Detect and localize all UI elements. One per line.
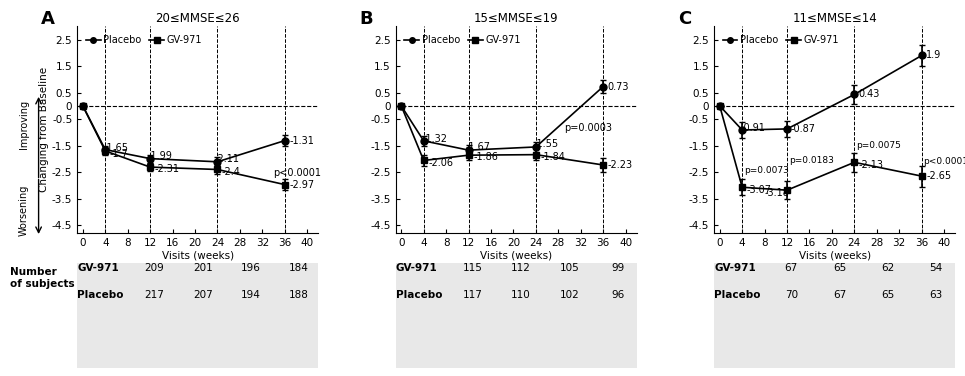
Text: Worsening: Worsening <box>19 185 29 236</box>
Text: 112: 112 <box>511 263 531 273</box>
Text: -2.13: -2.13 <box>859 160 884 170</box>
Title: 20≤MMSE≤26: 20≤MMSE≤26 <box>155 12 240 25</box>
Text: 96: 96 <box>611 290 624 300</box>
Text: A: A <box>41 10 55 28</box>
Legend: Placebo, GV-971: Placebo, GV-971 <box>82 31 207 49</box>
Title: 15≤MMSE≤19: 15≤MMSE≤19 <box>474 12 559 25</box>
Text: 194: 194 <box>241 290 261 300</box>
Text: -1.84: -1.84 <box>540 152 565 162</box>
Text: -2.23: -2.23 <box>608 160 633 170</box>
X-axis label: Visits (weeks): Visits (weeks) <box>481 251 552 261</box>
Text: 196: 196 <box>241 263 261 273</box>
Text: 62: 62 <box>881 263 895 273</box>
Text: Placebo: Placebo <box>77 290 124 300</box>
Text: -1.55: -1.55 <box>534 139 559 149</box>
Text: GV-971: GV-971 <box>77 263 119 273</box>
Text: -1.31: -1.31 <box>290 136 315 146</box>
Legend: Placebo, GV-971: Placebo, GV-971 <box>400 31 525 49</box>
Text: 65: 65 <box>881 290 895 300</box>
Text: 99: 99 <box>611 263 624 273</box>
Text: 63: 63 <box>929 290 943 300</box>
Text: p=0.0073: p=0.0073 <box>744 165 788 174</box>
Text: 67: 67 <box>785 263 798 273</box>
Text: C: C <box>677 10 691 28</box>
Text: 207: 207 <box>193 290 212 300</box>
Text: 1.9: 1.9 <box>926 50 942 61</box>
Text: 54: 54 <box>929 263 943 273</box>
Text: 217: 217 <box>145 290 164 300</box>
Text: -3.18: -3.18 <box>764 188 789 198</box>
Text: 115: 115 <box>463 263 482 273</box>
Text: -3.07: -3.07 <box>747 185 772 195</box>
Text: p=0.0183: p=0.0183 <box>788 156 834 165</box>
Text: 209: 209 <box>145 263 164 273</box>
Title: 11≤MMSE≤14: 11≤MMSE≤14 <box>792 12 877 25</box>
Y-axis label: Changing from Baseline: Changing from Baseline <box>40 67 49 192</box>
Text: -0.91: -0.91 <box>740 123 765 133</box>
Text: 70: 70 <box>785 290 798 300</box>
Text: 184: 184 <box>290 263 309 273</box>
Text: p=0.0003: p=0.0003 <box>564 123 612 133</box>
Text: B: B <box>359 10 373 28</box>
Text: 65: 65 <box>833 263 846 273</box>
Text: -2.65: -2.65 <box>926 171 951 181</box>
Text: -2.4: -2.4 <box>222 167 241 177</box>
Text: 188: 188 <box>290 290 309 300</box>
X-axis label: Visits (weeks): Visits (weeks) <box>162 251 234 261</box>
Text: Number
of subjects: Number of subjects <box>10 267 74 288</box>
Text: 201: 201 <box>193 263 212 273</box>
Text: 67: 67 <box>833 290 846 300</box>
Text: 102: 102 <box>560 290 579 300</box>
Text: Improving: Improving <box>19 100 29 149</box>
Text: -1.99: -1.99 <box>148 151 172 161</box>
Text: GV-971: GV-971 <box>714 263 756 273</box>
Text: -1.7: -1.7 <box>110 149 128 159</box>
Text: -2.11: -2.11 <box>214 154 239 164</box>
Text: 0.43: 0.43 <box>859 89 880 100</box>
Text: -1.67: -1.67 <box>466 143 491 153</box>
Text: -2.31: -2.31 <box>154 164 179 174</box>
X-axis label: Visits (weeks): Visits (weeks) <box>799 251 870 261</box>
Text: p=0.0075: p=0.0075 <box>856 141 901 150</box>
Text: -1.32: -1.32 <box>422 134 447 144</box>
Text: 0.73: 0.73 <box>608 82 629 91</box>
Text: -1.86: -1.86 <box>473 152 498 162</box>
Text: -1.65: -1.65 <box>103 143 128 153</box>
Text: -2.06: -2.06 <box>428 158 454 168</box>
Text: 105: 105 <box>560 263 579 273</box>
Legend: Placebo, GV-971: Placebo, GV-971 <box>719 31 843 49</box>
Text: Placebo: Placebo <box>396 290 442 300</box>
Text: p<0.0001: p<0.0001 <box>273 168 321 179</box>
Text: 117: 117 <box>463 290 482 300</box>
Text: Placebo: Placebo <box>714 290 760 300</box>
Text: p<0.0001: p<0.0001 <box>924 157 965 166</box>
Text: -0.87: -0.87 <box>790 124 815 134</box>
Text: GV-971: GV-971 <box>396 263 437 273</box>
Text: -2.97: -2.97 <box>290 180 315 190</box>
Text: 110: 110 <box>511 290 531 300</box>
